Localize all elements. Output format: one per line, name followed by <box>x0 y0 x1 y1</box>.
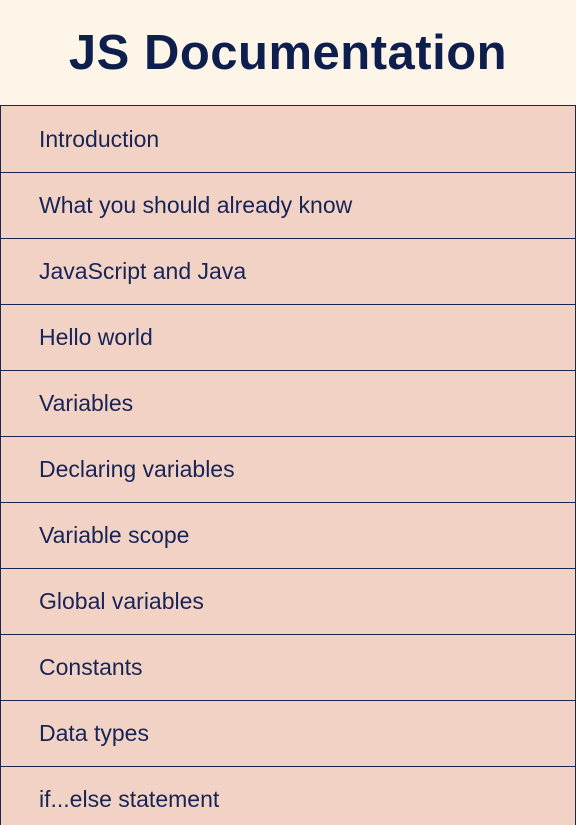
nav-link-label: Declaring variables <box>39 456 235 482</box>
nav-link-label: Global variables <box>39 588 204 614</box>
nav-link-label: Data types <box>39 720 149 746</box>
nav-link-declaring-variables[interactable]: Declaring variables <box>0 437 576 503</box>
nav-link-label: Constants <box>39 654 143 680</box>
nav-link-label: Variables <box>39 390 134 416</box>
nav-link-data-types[interactable]: Data types <box>0 701 576 767</box>
page-title: JS Documentation <box>68 26 508 80</box>
documentation-nav: Introduction What you should already kno… <box>0 105 576 825</box>
nav-link-if-else-statement[interactable]: if...else statement <box>0 767 576 825</box>
nav-link-introduction[interactable]: Introduction <box>0 106 576 173</box>
nav-link-label: Introduction <box>39 125 160 152</box>
nav-link-variable-scope[interactable]: Variable scope <box>0 503 576 569</box>
nav-link-label: What you should already know <box>39 192 353 218</box>
nav-link-variables[interactable]: Variables <box>0 371 576 437</box>
nav-link-global-variables[interactable]: Global variables <box>0 569 576 635</box>
nav-link-constants[interactable]: Constants <box>0 635 576 701</box>
nav-link-label: Hello world <box>39 324 153 350</box>
nav-link-label: if...else statement <box>39 786 220 812</box>
nav-link-hello-world[interactable]: Hello world <box>0 305 576 371</box>
page-header: JS Documentation <box>0 0 576 105</box>
nav-link-what-you-should-already-know[interactable]: What you should already know <box>0 173 576 239</box>
nav-link-javascript-and-java[interactable]: JavaScript and Java <box>0 239 576 305</box>
nav-link-label: Variable scope <box>39 522 190 548</box>
nav-link-label: JavaScript and Java <box>39 258 247 284</box>
